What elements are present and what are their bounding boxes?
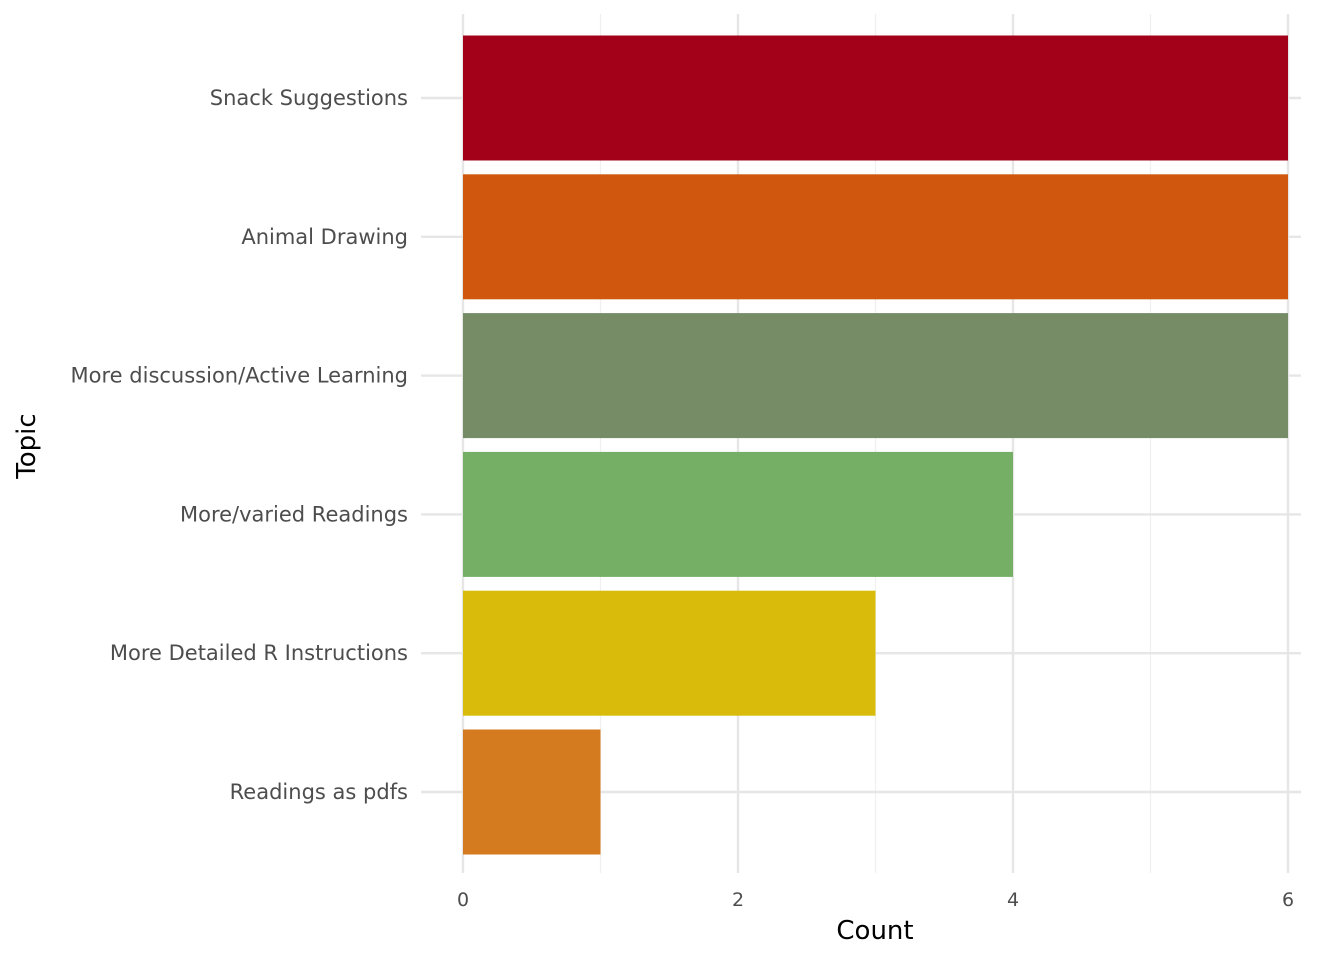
bar <box>463 174 1288 300</box>
x-tick-label: 4 <box>1007 889 1019 911</box>
x-tick-label: 2 <box>732 889 744 911</box>
y-tick-label: Snack Suggestions <box>210 86 408 110</box>
bar <box>463 729 601 855</box>
y-tick-label: Readings as pdfs <box>230 780 408 804</box>
bar <box>463 590 876 716</box>
bar <box>463 451 1013 577</box>
x-tick-label: 6 <box>1282 889 1294 911</box>
bar <box>463 35 1288 161</box>
bar <box>463 313 1288 439</box>
y-tick-label: More/varied Readings <box>180 502 408 526</box>
bars <box>463 35 1288 855</box>
x-axis-title: Count <box>836 916 913 946</box>
y-axis-tick-labels: Snack Suggestions Animal Drawing More disc… <box>71 86 408 804</box>
y-tick-label: More Detailed R Instructions <box>110 641 408 665</box>
y-axis-title: Topic <box>12 413 42 479</box>
y-tick-label: More discussion/Active Learning <box>71 364 408 388</box>
x-axis-tick-labels: 0 2 4 6 <box>457 889 1294 911</box>
x-tick-label: 0 <box>457 889 469 911</box>
y-tick-label: Animal Drawing <box>241 225 408 249</box>
